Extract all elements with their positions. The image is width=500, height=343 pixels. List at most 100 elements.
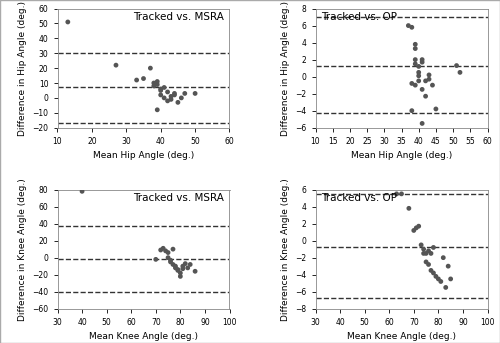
Point bbox=[179, 266, 187, 271]
X-axis label: Mean Knee Angle (deg.): Mean Knee Angle (deg.) bbox=[347, 332, 456, 341]
Point bbox=[156, 86, 164, 92]
Point bbox=[434, 276, 442, 282]
Point bbox=[182, 261, 190, 267]
Point bbox=[427, 251, 435, 256]
Point bbox=[112, 62, 120, 68]
Point bbox=[424, 248, 432, 253]
Y-axis label: Difference in Knee Angle (deg.): Difference in Knee Angle (deg.) bbox=[18, 178, 27, 320]
Point bbox=[408, 81, 416, 86]
Y-axis label: Difference in Hip Angle (deg.): Difference in Hip Angle (deg.) bbox=[18, 1, 27, 135]
Point bbox=[408, 108, 416, 114]
Point bbox=[425, 72, 433, 78]
Point bbox=[414, 64, 422, 69]
Point bbox=[169, 262, 177, 267]
Point bbox=[422, 251, 430, 256]
Point bbox=[432, 274, 440, 279]
Point bbox=[428, 82, 436, 88]
Point bbox=[164, 89, 172, 95]
Point bbox=[408, 25, 416, 30]
Point bbox=[418, 87, 426, 92]
Point bbox=[456, 70, 464, 75]
Y-axis label: Difference in Hip Angle (deg.): Difference in Hip Angle (deg.) bbox=[280, 1, 289, 135]
Point bbox=[176, 270, 184, 276]
Point bbox=[166, 259, 174, 265]
Point bbox=[410, 228, 418, 233]
Point bbox=[440, 255, 448, 260]
Point bbox=[174, 268, 182, 273]
Point bbox=[412, 57, 420, 62]
Point bbox=[442, 285, 450, 290]
Point bbox=[437, 279, 445, 284]
Point bbox=[176, 274, 184, 279]
Point bbox=[167, 97, 175, 102]
Point bbox=[418, 57, 426, 62]
Point bbox=[412, 42, 420, 47]
Point bbox=[186, 262, 194, 267]
Point bbox=[420, 246, 428, 252]
Point bbox=[150, 83, 158, 89]
Point bbox=[414, 73, 422, 79]
Point bbox=[412, 61, 420, 67]
Point bbox=[444, 263, 452, 269]
Point bbox=[172, 263, 179, 269]
Text: Tracked vs. MSRA: Tracked vs. MSRA bbox=[134, 12, 224, 22]
Point bbox=[191, 91, 199, 96]
Point bbox=[140, 76, 147, 81]
Point bbox=[78, 189, 86, 194]
Point bbox=[170, 91, 178, 96]
Point bbox=[422, 259, 430, 265]
Point bbox=[154, 107, 162, 113]
Point bbox=[430, 245, 438, 250]
Point bbox=[174, 99, 182, 105]
Point bbox=[170, 92, 178, 98]
Point bbox=[150, 80, 158, 86]
Text: Tracked vs. OP: Tracked vs. OP bbox=[320, 193, 396, 203]
Point bbox=[404, 23, 412, 28]
Point bbox=[174, 267, 182, 272]
Point bbox=[169, 246, 177, 252]
Point bbox=[156, 88, 164, 93]
Point bbox=[184, 265, 192, 271]
X-axis label: Mean Hip Angle (deg.): Mean Hip Angle (deg.) bbox=[351, 151, 452, 160]
Point bbox=[164, 250, 172, 255]
Point bbox=[412, 46, 420, 51]
X-axis label: Mean Knee Angle (deg.): Mean Knee Angle (deg.) bbox=[89, 332, 198, 341]
Point bbox=[159, 246, 167, 251]
Point bbox=[414, 223, 422, 229]
Point bbox=[172, 265, 179, 271]
Point bbox=[179, 263, 187, 269]
Point bbox=[398, 191, 406, 197]
Point bbox=[156, 92, 164, 98]
Point bbox=[64, 19, 72, 25]
Point bbox=[160, 95, 168, 100]
Point bbox=[412, 225, 420, 230]
X-axis label: Mean Hip Angle (deg.): Mean Hip Angle (deg.) bbox=[93, 151, 194, 160]
Y-axis label: Difference in Knee Angle (deg.): Difference in Knee Angle (deg.) bbox=[280, 178, 289, 320]
Point bbox=[422, 93, 430, 99]
Point bbox=[146, 66, 154, 71]
Point bbox=[160, 85, 168, 90]
Point bbox=[452, 63, 460, 68]
Point bbox=[162, 248, 170, 253]
Point bbox=[432, 106, 440, 112]
Point bbox=[154, 82, 162, 87]
Point bbox=[164, 98, 172, 104]
Point bbox=[418, 121, 426, 126]
Text: Tracked vs. OP: Tracked vs. OP bbox=[320, 12, 396, 22]
Point bbox=[178, 95, 186, 100]
Point bbox=[418, 59, 426, 65]
Point bbox=[164, 255, 172, 260]
Point bbox=[414, 70, 422, 75]
Point bbox=[132, 77, 140, 83]
Point bbox=[191, 269, 199, 274]
Point bbox=[166, 258, 174, 263]
Point bbox=[427, 268, 435, 273]
Point bbox=[420, 251, 428, 256]
Point bbox=[412, 82, 420, 88]
Point bbox=[430, 270, 438, 276]
Point bbox=[152, 257, 160, 262]
Point bbox=[446, 276, 454, 282]
Point bbox=[181, 91, 189, 96]
Text: Tracked vs. MSRA: Tracked vs. MSRA bbox=[134, 193, 224, 203]
Point bbox=[156, 247, 164, 253]
